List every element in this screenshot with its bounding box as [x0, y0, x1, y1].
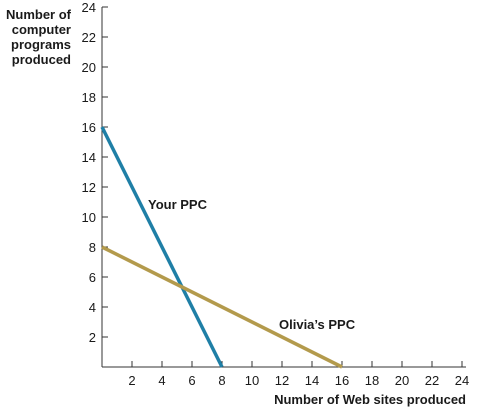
y-tick-label: 24: [82, 0, 96, 15]
y-tick-label: 16: [82, 120, 96, 135]
series-labels: Your PPC Olivia’s PPC: [148, 197, 356, 332]
axes: [101, 7, 466, 368]
series-label-1: Olivia’s PPC: [279, 317, 356, 332]
series-line-0: [100, 126, 224, 368]
y-tick-label: 2: [89, 330, 96, 345]
y-axis-title-line: Number of: [6, 7, 72, 22]
y-tick-label: 12: [82, 180, 96, 195]
y-tick-label: 10: [82, 210, 96, 225]
x-tick-label: 16: [335, 373, 349, 388]
y-tick-label: 22: [82, 30, 96, 45]
x-axis-title: Number of Web sites produced: [274, 392, 466, 407]
x-tick-label: 6: [188, 373, 195, 388]
x-tick-label: 4: [158, 373, 165, 388]
series-lines: [100, 126, 343, 369]
x-tick-label: 18: [365, 373, 379, 388]
x-tick-label: 22: [425, 373, 439, 388]
series-label-0: Your PPC: [148, 197, 208, 212]
x-tick-label: 20: [395, 373, 409, 388]
x-tick-label: 12: [275, 373, 289, 388]
series-line-1: [101, 245, 343, 369]
x-tick-label: 24: [455, 373, 469, 388]
x-tick-label: 8: [218, 373, 225, 388]
y-axis-title-line: programs: [11, 37, 71, 52]
y-tick-label: 18: [82, 90, 96, 105]
y-tick-label: 8: [89, 240, 96, 255]
y-tick-label: 20: [82, 60, 96, 75]
y-tick-label: 4: [89, 300, 96, 315]
y-axis-title-line: computer: [12, 22, 71, 37]
x-tick-label: 2: [128, 373, 135, 388]
x-tick-label: 14: [305, 373, 319, 388]
y-axis-title-line: produced: [12, 52, 71, 67]
y-tick-label: 14: [82, 150, 96, 165]
y-tick-label: 6: [89, 270, 96, 285]
x-tick-label: 10: [245, 373, 259, 388]
